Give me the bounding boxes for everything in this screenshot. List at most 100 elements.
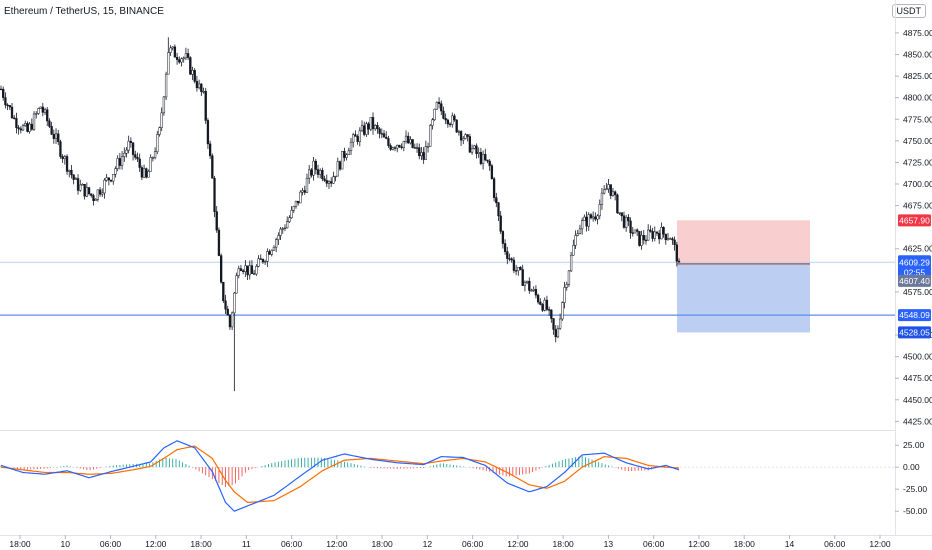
candle bbox=[444, 113, 447, 125]
candle bbox=[473, 144, 476, 150]
candle bbox=[673, 236, 676, 251]
price-tick-label: 4825.00 bbox=[903, 71, 932, 81]
candle bbox=[52, 129, 55, 144]
candle-body bbox=[246, 265, 249, 276]
candle-body bbox=[28, 123, 31, 132]
price-tick-label: 4800.00 bbox=[903, 93, 932, 103]
candle bbox=[305, 173, 309, 193]
currency-button[interactable]: USDT bbox=[891, 4, 926, 18]
candle-body bbox=[508, 258, 511, 260]
candle bbox=[400, 143, 403, 150]
candle bbox=[21, 123, 25, 132]
candle bbox=[583, 214, 586, 222]
candle-body bbox=[545, 299, 549, 310]
candle bbox=[365, 121, 368, 137]
candle bbox=[666, 232, 670, 241]
candle bbox=[233, 291, 236, 392]
candle bbox=[325, 174, 328, 188]
macd-tick-label: 25.00 bbox=[903, 440, 925, 450]
price-tick-label: 4750.00 bbox=[903, 136, 932, 146]
candle bbox=[528, 277, 531, 294]
candle bbox=[206, 118, 210, 149]
candle bbox=[193, 68, 196, 84]
candle-body bbox=[136, 157, 139, 160]
candle-body bbox=[186, 53, 190, 58]
time-tick-label: 12:00 bbox=[326, 539, 348, 549]
candle bbox=[481, 150, 485, 170]
candle bbox=[252, 269, 256, 275]
candle bbox=[605, 182, 608, 191]
candle-body bbox=[488, 160, 491, 166]
candle-body bbox=[178, 59, 181, 63]
candle-body bbox=[173, 46, 177, 58]
candle bbox=[462, 136, 465, 145]
candle bbox=[585, 211, 588, 232]
candle-body bbox=[607, 184, 610, 190]
candle-body bbox=[578, 228, 582, 234]
candle-body bbox=[391, 147, 394, 150]
candle bbox=[431, 117, 434, 130]
candle-body bbox=[301, 190, 304, 193]
candle-body bbox=[367, 123, 370, 130]
candle bbox=[653, 226, 656, 242]
candle bbox=[131, 142, 135, 161]
candle bbox=[244, 259, 247, 277]
candle bbox=[611, 187, 615, 197]
candle-body bbox=[68, 169, 71, 172]
candle-body bbox=[2, 88, 5, 98]
candle-body bbox=[673, 239, 676, 246]
candle bbox=[237, 265, 240, 279]
time-tick-label: 06:00 bbox=[462, 539, 484, 549]
candle bbox=[418, 143, 421, 160]
candle-body bbox=[308, 169, 311, 179]
candle-body bbox=[230, 312, 234, 328]
candle bbox=[35, 111, 38, 119]
candle-body bbox=[297, 200, 300, 204]
candle bbox=[15, 112, 18, 134]
candle-body bbox=[103, 179, 106, 194]
candle bbox=[39, 106, 42, 109]
candle bbox=[76, 174, 80, 195]
candle-body bbox=[153, 151, 157, 158]
candle-body bbox=[574, 235, 577, 246]
time-tick-label: 18:00 bbox=[734, 539, 756, 549]
current-price-label: 4609.29 bbox=[899, 257, 930, 267]
candle bbox=[92, 193, 95, 206]
candle bbox=[468, 133, 472, 153]
candle-body bbox=[662, 227, 665, 235]
candle-body bbox=[481, 154, 485, 164]
stop-price-tag: 4657.90 bbox=[898, 214, 931, 227]
candle bbox=[26, 121, 29, 133]
candle-body bbox=[499, 215, 502, 232]
candle-body bbox=[32, 113, 36, 130]
candle-body bbox=[264, 261, 267, 263]
candle-body bbox=[72, 174, 75, 180]
candle bbox=[211, 153, 214, 179]
candle-body bbox=[618, 212, 621, 214]
candle-body bbox=[622, 215, 626, 228]
candle-body bbox=[233, 292, 236, 314]
candle-body bbox=[356, 136, 359, 142]
price-lines bbox=[0, 261, 895, 316]
candle-body bbox=[369, 117, 372, 130]
candle-body bbox=[160, 112, 163, 128]
candle-body bbox=[649, 229, 652, 232]
candle bbox=[561, 301, 564, 321]
candle-body bbox=[596, 215, 599, 220]
candle-body bbox=[404, 135, 408, 142]
candle-body bbox=[107, 177, 111, 181]
candle-body bbox=[358, 130, 361, 142]
candle-body bbox=[46, 109, 49, 122]
candle bbox=[107, 177, 111, 186]
candle-body bbox=[142, 168, 146, 178]
candle bbox=[607, 178, 610, 193]
candle-body bbox=[76, 178, 80, 191]
candle-body bbox=[374, 125, 377, 130]
candle-body bbox=[286, 221, 289, 229]
candle-body bbox=[268, 251, 271, 255]
candle bbox=[426, 142, 430, 153]
candle bbox=[598, 199, 601, 220]
chart-title: Ethereum / TetherUS, 15, BINANCE bbox=[4, 6, 164, 17]
candle bbox=[457, 129, 461, 136]
